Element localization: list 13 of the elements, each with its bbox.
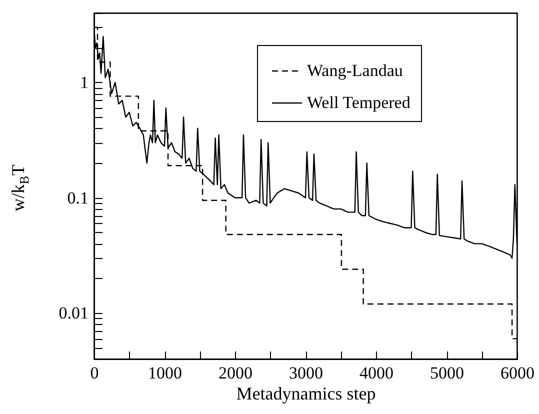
x-tick-label: 0 [90,364,99,382]
legend-label: Well Tempered [307,93,411,112]
x-tick-label: 2000 [218,364,252,382]
x-axis-title: Metadynamics step [236,384,376,404]
x-tick-label: 6000 [500,364,534,382]
y-tick-label: 1 [80,72,88,92]
x-tick-label: 1000 [148,364,182,382]
x-tick-label: 4000 [360,364,394,382]
y-tick-label: 0.1 [67,188,88,208]
x-tick-label: 5000 [430,364,464,382]
x-tick-label: 3000 [289,364,323,382]
legend-label: Wang-Landau [307,61,404,80]
y-tick-label: 0.01 [58,304,88,323]
